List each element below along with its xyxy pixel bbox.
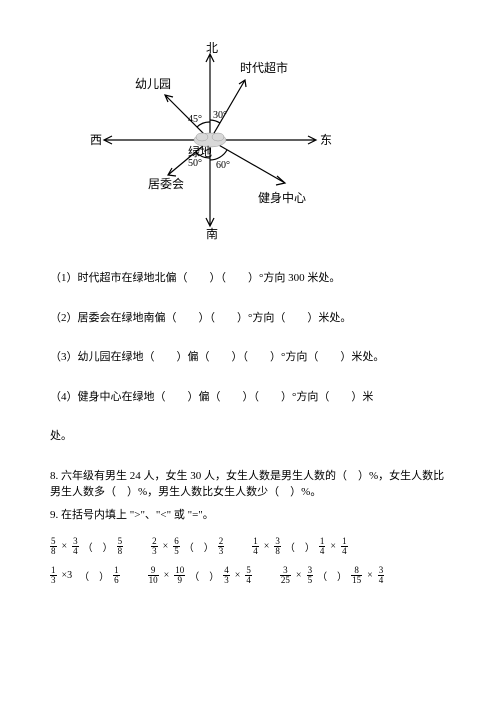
question-3: （3）幼儿园在绿地（ ）偏（ ）（ ）°方向（ ）米处。 xyxy=(50,349,450,367)
angle-50: 50° xyxy=(188,158,202,169)
frac-expr: 14 × 38 （ ） 14 × 14 xyxy=(252,537,347,556)
angle-30: 30° xyxy=(213,110,227,121)
question-8: 8. 六年级有男生 24 人，女生 30 人，女生人数是男生人数的（ ）%，女生… xyxy=(50,468,450,501)
label-east: 东 xyxy=(320,133,332,147)
label-gym: 健身中心 xyxy=(258,190,306,205)
label-committee: 居委会 xyxy=(148,177,184,191)
angle-60: 60° xyxy=(216,160,230,171)
fraction-comparisons: 58 × 34 （ ） 58 23 × 65 （ ） 23 14 × 38 （ … xyxy=(50,537,450,585)
label-kindergarten: 幼儿园 xyxy=(135,77,171,91)
frac-expr: 910 × 109 （ ） 43 × 54 xyxy=(148,566,252,585)
question-4b: 处。 xyxy=(50,428,450,446)
frac-expr: 23 × 65 （ ） 23 xyxy=(151,537,224,556)
fraction-row-1: 58 × 34 （ ） 58 23 × 65 （ ） 23 14 × 38 （ … xyxy=(50,537,450,556)
frac-expr: 325 × 35 （ ） 815 × 34 xyxy=(280,566,384,585)
frac-expr: 13 ×3 （ ） 16 xyxy=(50,566,120,585)
angle-45: 45° xyxy=(188,114,202,125)
frac-expr: 58 × 34 （ ） 58 xyxy=(50,537,123,556)
question-1: （1）时代超市在绿地北偏（ ）（ ）°方向 300 米处。 xyxy=(50,270,450,288)
question-2: （2）居委会在绿地南偏（ ）（ ）°方向（ ）米处。 xyxy=(50,310,450,328)
label-north: 北 xyxy=(206,41,218,55)
question-4: （4）健身中心在绿地（ ）偏（ ）（ ）°方向（ ）米 xyxy=(50,389,450,407)
question-list: （1）时代超市在绿地北偏（ ）（ ）°方向 300 米处。 （2）居委会在绿地南… xyxy=(50,270,450,446)
fraction-row-2: 13 ×3 （ ） 16 910 × 109 （ ） 43 × 54 325 ×… xyxy=(50,566,450,585)
label-center: 绿地 xyxy=(188,144,212,159)
question-9: 9. 在括号内填上 ">"、"<" 或 "="。 xyxy=(50,507,450,524)
label-west: 西 xyxy=(90,133,102,147)
label-south: 南 xyxy=(206,226,218,240)
label-supermarket: 时代超市 xyxy=(240,60,288,75)
direction-diagram: 北 南 东 西 绿地 时代超市 幼儿园 居委会 健身中心 45° 30° 50°… xyxy=(80,40,340,240)
